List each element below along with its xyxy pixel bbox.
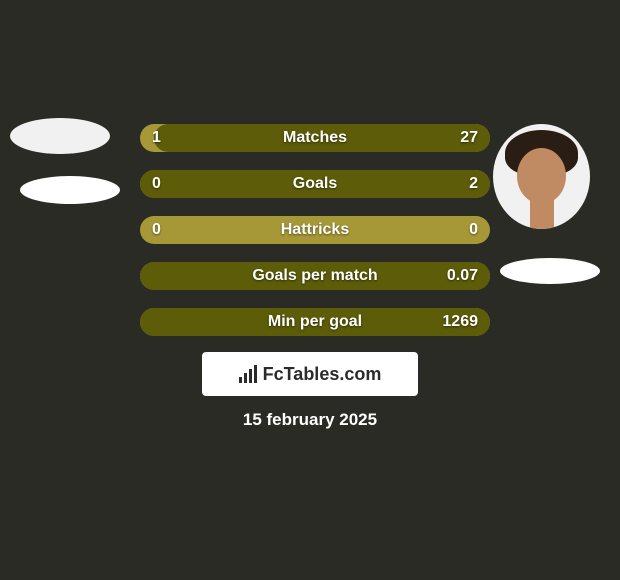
- stat-bar-left-value: 1: [152, 124, 161, 152]
- stat-bar-label: Matches: [140, 124, 490, 152]
- stat-bar-left-value: 0: [152, 170, 161, 198]
- brand-box[interactable]: FcTables.com: [202, 352, 418, 396]
- stat-bar-label: Goals: [140, 170, 490, 198]
- stat-bar: Min per goal1269: [140, 308, 490, 336]
- player-right-club-badge: [500, 258, 600, 284]
- stat-bar: Goals per match0.07: [140, 262, 490, 290]
- stat-bars: Matches127Goals02Hattricks00Goals per ma…: [140, 124, 490, 354]
- bar-chart-icon: [239, 365, 257, 383]
- stat-bar-label: Min per goal: [140, 308, 490, 336]
- stat-bar: Hattricks0 0: [140, 216, 490, 244]
- stat-bar-label: Hattricks: [140, 216, 490, 244]
- player-left-club-badge: [20, 176, 120, 204]
- stat-bar-label: Goals per match: [140, 262, 490, 290]
- stat-bar-right-value: 2: [469, 170, 478, 198]
- date-label: 15 february 2025: [0, 410, 620, 430]
- stat-bar-right-value: 0: [469, 216, 478, 244]
- brand-text: FcTables.com: [263, 364, 382, 385]
- avatar-face: [517, 148, 566, 204]
- stat-bar-left-value: 0: [152, 216, 161, 244]
- avatar-neck: [530, 198, 554, 229]
- stat-bar: Matches1 27: [140, 124, 490, 152]
- stat-bar: Goals0 2: [140, 170, 490, 198]
- stat-bar-right-value: 27: [460, 124, 478, 152]
- stat-bar-right-value: 1269: [442, 308, 478, 336]
- player-left-avatar: [10, 118, 110, 154]
- player-right-avatar: [493, 124, 590, 229]
- stat-bar-right-value: 0.07: [447, 262, 478, 290]
